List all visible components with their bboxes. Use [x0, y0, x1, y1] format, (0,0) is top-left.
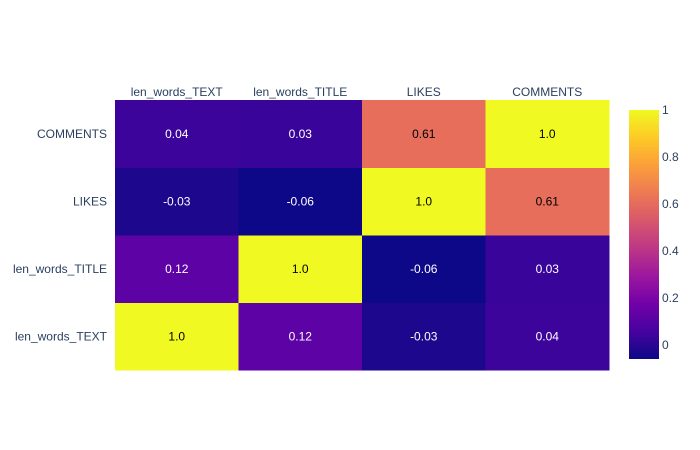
heatmap-cell-len_words_TEXT-len_words_TEXT — [115, 302, 239, 371]
heatmap-cell-len_words_TITLE-COMMENTS — [485, 235, 610, 303]
heatmap-cell-label: -0.06 — [287, 194, 315, 208]
colorbar-tick-label: 0.2 — [662, 291, 679, 305]
heatmap-cell-COMMENTS-len_words_TEXT — [115, 100, 239, 168]
heatmap-cell-len_words_TITLE-len_words_TITLE — [238, 235, 363, 303]
heatmap-cell-COMMENTS-COMMENTS — [485, 100, 610, 168]
heatmap-cell-LIKES-len_words_TEXT — [115, 167, 239, 236]
heatmap-cell-len_words_TITLE-len_words_TEXT — [115, 235, 239, 303]
x-tick-label: len_words_TEXT — [131, 85, 224, 99]
heatmap-cell-len_words_TEXT-LIKES — [362, 302, 486, 371]
colorbar-tick-label: 1 — [662, 103, 669, 117]
colorbar-gradient — [629, 110, 659, 359]
heatmap-cell-len_words_TEXT-len_words_TITLE — [238, 302, 363, 371]
heatmap-cell-labels: 1.0 0.12 -0.03 0.04 0.12 1.0 -0.06 0.03 -0.03 -0.… — [163, 127, 559, 344]
heatmap-cell-len_words_TEXT-COMMENTS — [485, 302, 610, 371]
colorbar-tick-label: 0.6 — [662, 197, 679, 211]
heatmap-cell-label: 1.0 — [292, 262, 309, 276]
heatmap-cell-LIKES-len_words_TITLE — [238, 167, 363, 236]
heatmap-cell-LIKES-LIKES — [362, 167, 486, 236]
x-tick-label: len_words_TITLE — [253, 85, 347, 99]
colorbar-tick-label: 0.4 — [662, 244, 679, 258]
colorbar-ticks: 0 0.2 0.4 0.6 0.8 1 — [662, 103, 679, 352]
heatmap-cell-label: -0.03 — [410, 329, 438, 343]
heatmap-cells — [115, 100, 610, 371]
heatmap-cell-label: 0.12 — [165, 262, 189, 276]
heatmap-cell-label: 0.04 — [165, 127, 189, 141]
x-axis-ticks: len_words_TEXT len_words_TITLE LIKES COMMEN… — [131, 85, 583, 99]
x-tick-label: LIKES — [407, 85, 441, 99]
heatmap-cell-label: 1.0 — [539, 127, 556, 141]
heatmap-cell-len_words_TITLE-LIKES — [362, 235, 486, 303]
heatmap-cell-label: 0.03 — [289, 127, 313, 141]
heatmap-cell-label: 0.03 — [536, 262, 560, 276]
heatmap-cell-COMMENTS-len_words_TITLE — [238, 100, 363, 168]
heatmap-cell-label: -0.06 — [410, 262, 438, 276]
y-tick-label: COMMENTS — [37, 127, 107, 141]
y-tick-label: len_words_TITLE — [13, 262, 107, 276]
heatmap-cell-label: -0.03 — [163, 194, 191, 208]
y-tick-label: LIKES — [73, 194, 107, 208]
heatmap-cell-label: 1.0 — [168, 329, 185, 343]
heatmap-cell-label: 0.12 — [289, 329, 313, 343]
heatmap-cell-label: 0.61 — [536, 194, 560, 208]
colorbar-tick-label: 0.8 — [662, 150, 679, 164]
y-axis-ticks: len_words_TEXT len_words_TITLE LIKES COMMEN… — [13, 127, 108, 344]
x-tick-label: COMMENTS — [512, 85, 582, 99]
y-tick-label: len_words_TEXT — [15, 329, 108, 343]
heatmap-cell-label: 0.61 — [412, 127, 436, 141]
heatmap-cell-label: 0.04 — [536, 329, 560, 343]
heatmap-cell-COMMENTS-LIKES — [362, 100, 486, 168]
colorbar: 0 0.2 0.4 0.6 0.8 1 — [629, 103, 679, 359]
heatmap-cell-LIKES-COMMENTS — [485, 167, 610, 236]
colorbar-tick-label: 0 — [662, 338, 669, 352]
heatmap-cell-label: 1.0 — [415, 194, 432, 208]
